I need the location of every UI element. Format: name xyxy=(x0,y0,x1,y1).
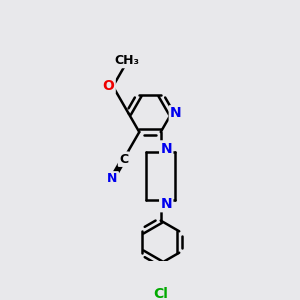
Text: N: N xyxy=(170,106,182,121)
Text: N: N xyxy=(160,142,172,156)
Text: Cl: Cl xyxy=(153,287,168,300)
Text: O: O xyxy=(103,79,114,93)
Text: CH₃: CH₃ xyxy=(114,54,139,67)
Text: N: N xyxy=(160,197,172,211)
Text: C: C xyxy=(119,153,128,166)
Text: N: N xyxy=(107,172,118,185)
